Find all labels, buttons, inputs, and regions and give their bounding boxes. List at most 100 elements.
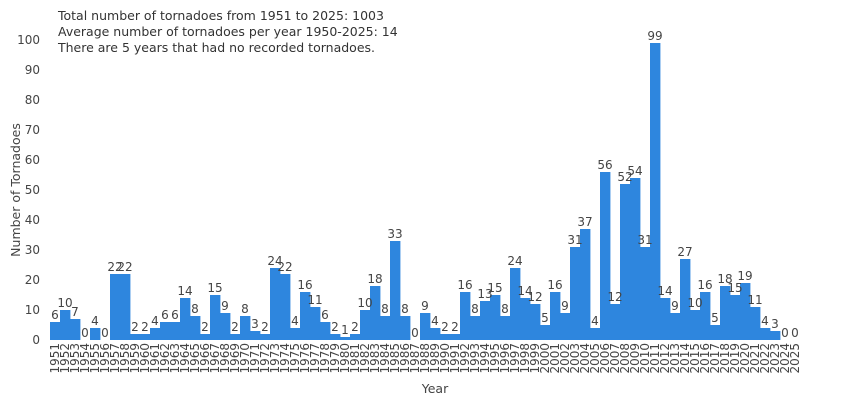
bar-1964: [180, 298, 191, 340]
bar-1989: [430, 328, 441, 340]
x-tick-label-2019: 2019: [728, 343, 742, 374]
bar-1980: [340, 337, 351, 340]
x-tick-label-1961: 1961: [148, 343, 162, 374]
x-tick-label-2010: 2010: [638, 343, 652, 374]
x-tick-label-2002: 2002: [558, 343, 572, 374]
x-tick-label-1952: 1952: [58, 343, 72, 374]
value-label-2010: 31: [637, 233, 652, 247]
x-tick-label-2022: 2022: [758, 343, 772, 374]
bar-1965: [190, 316, 201, 340]
x-tick-label-1986: 1986: [398, 343, 412, 374]
x-tick-label-1967: 1967: [208, 343, 222, 374]
x-tick-label-1954: 1954: [78, 343, 92, 374]
bar-2005: [590, 328, 601, 340]
x-tick-label-1989: 1989: [428, 343, 442, 374]
value-label-1951: 6: [51, 308, 59, 322]
value-label-2006: 56: [597, 158, 612, 172]
bar-2008: [620, 184, 631, 340]
bar-1981: [350, 334, 361, 340]
x-tick-label-1960: 1960: [138, 343, 152, 374]
bar-1985: [390, 241, 401, 340]
bar-1998: [520, 298, 531, 340]
x-tick-label-1999: 1999: [528, 343, 542, 374]
x-tick-label-1962: 1962: [158, 343, 172, 374]
bar-2000: [540, 325, 551, 340]
value-label-2017: 5: [711, 311, 719, 325]
x-tick-label-1997: 1997: [508, 343, 522, 374]
x-tick-label-1955: 1955: [88, 343, 102, 374]
x-axis-title: Year: [421, 381, 449, 396]
value-label-2016: 16: [697, 278, 712, 292]
value-label-1973: 24: [267, 254, 282, 268]
bar-1967: [210, 295, 221, 340]
x-tick-label-1998: 1998: [518, 343, 532, 374]
x-tick-label-1978: 1978: [318, 343, 332, 374]
value-label-2003: 31: [567, 233, 582, 247]
value-label-1974: 22: [277, 260, 292, 274]
value-label-2002: 9: [561, 299, 569, 313]
x-tick-label-2003: 2003: [568, 343, 582, 374]
x-tick-label-2000: 2000: [538, 343, 552, 374]
value-label-1972: 2: [261, 320, 269, 334]
bar-2004: [580, 229, 591, 340]
value-label-2005: 4: [591, 314, 599, 328]
bar-1969: [230, 334, 241, 340]
x-tick-label-2012: 2012: [658, 343, 672, 374]
bar-2006: [600, 172, 611, 340]
value-label-1953: 7: [71, 305, 79, 319]
bar-1995: [490, 295, 501, 340]
bar-2022: [760, 328, 771, 340]
x-tick-label-1987: 1987: [408, 343, 422, 374]
value-label-2012: 14: [657, 284, 672, 298]
y-tick-label: 60: [25, 153, 40, 167]
value-label-2007: 12: [607, 290, 622, 304]
annotation-line-3: There are 5 years that had no recorded t…: [57, 40, 375, 55]
x-tick-label-1979: 1979: [328, 343, 342, 374]
value-label-1954: 0: [81, 326, 89, 340]
value-label-2023: 3: [771, 317, 779, 331]
bar-1966: [200, 334, 211, 340]
x-tick-label-2001: 2001: [548, 343, 562, 374]
value-label-1980: 1: [341, 323, 349, 337]
value-label-1952: 10: [57, 296, 72, 310]
bar-1983: [370, 286, 381, 340]
x-tick-label-1974: 1974: [278, 343, 292, 374]
annotation-line-1: Total number of tornadoes from 1951 to 2…: [57, 8, 384, 23]
x-tick-label-1965: 1965: [188, 343, 202, 374]
bar-2023: [770, 331, 781, 340]
value-label-2008: 52: [617, 170, 632, 184]
value-label-1971: 3: [251, 317, 259, 331]
bar-1977: [310, 307, 321, 340]
x-tick-label-1975: 1975: [288, 343, 302, 374]
value-label-2004: 37: [577, 215, 592, 229]
bar-1961: [150, 328, 161, 340]
bar-1986: [400, 316, 411, 340]
value-label-1962: 6: [161, 308, 169, 322]
value-label-1956: 0: [101, 326, 109, 340]
value-label-1984: 8: [381, 302, 389, 316]
value-label-1995: 15: [487, 281, 502, 295]
y-axis: 0 10 20 30 40 50 60 70 80 90 100: [17, 33, 40, 347]
annotation-line-2: Average number of tornadoes per year 195…: [58, 24, 398, 39]
value-label-2020: 19: [737, 269, 752, 283]
bar-2002: [560, 313, 571, 340]
x-tick-label-1994: 1994: [478, 343, 492, 374]
x-tick-label-2007: 2007: [608, 343, 622, 374]
x-tick-label-2024: 2024: [778, 343, 792, 374]
value-label-1977: 11: [307, 293, 322, 307]
x-tick-label-1963: 1963: [168, 343, 182, 374]
value-label-1959: 2: [131, 320, 139, 334]
value-label-1970: 8: [241, 302, 249, 316]
value-label-1978: 6: [321, 308, 329, 322]
bar-1988: [420, 313, 431, 340]
x-tick-label-1973: 1973: [268, 343, 282, 374]
value-label-1985: 33: [387, 227, 402, 241]
x-tick-label-1990: 1990: [438, 343, 452, 374]
bar-1951: [50, 322, 61, 340]
value-label-1982: 10: [357, 296, 372, 310]
bar-1997: [510, 268, 521, 340]
y-tick-label: 20: [25, 273, 40, 287]
bar-1957: [110, 274, 121, 340]
value-label-1988: 9: [421, 299, 429, 313]
x-tick-label-1991: 1991: [448, 343, 462, 374]
